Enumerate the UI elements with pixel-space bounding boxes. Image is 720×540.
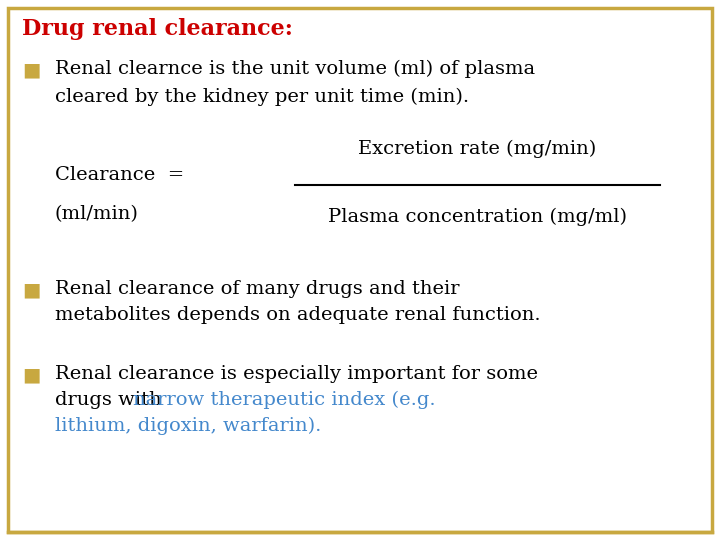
Text: Clearance  =: Clearance = — [55, 166, 184, 184]
Text: ■: ■ — [22, 365, 40, 384]
Text: Renal clearnce is the unit volume (ml) of plasma: Renal clearnce is the unit volume (ml) o… — [55, 60, 535, 78]
Text: Plasma concentration (mg/ml): Plasma concentration (mg/ml) — [328, 208, 627, 226]
Text: Excretion rate (mg/min): Excretion rate (mg/min) — [359, 140, 597, 158]
Text: lithium, digoxin, warfarin).: lithium, digoxin, warfarin). — [55, 417, 321, 435]
Text: metabolites depends on adequate renal function.: metabolites depends on adequate renal fu… — [55, 306, 541, 324]
Text: ■: ■ — [22, 280, 40, 299]
Text: Drug renal clearance:: Drug renal clearance: — [22, 18, 293, 40]
Text: (ml/min): (ml/min) — [55, 205, 139, 223]
Text: drugs with: drugs with — [55, 391, 168, 409]
Text: cleared by the kidney per unit time (min).: cleared by the kidney per unit time (min… — [55, 88, 469, 106]
Text: Renal clearance is especially important for some: Renal clearance is especially important … — [55, 365, 538, 383]
Text: Renal clearance of many drugs and their: Renal clearance of many drugs and their — [55, 280, 459, 298]
Text: narrow therapeutic index (e.g.: narrow therapeutic index (e.g. — [133, 391, 436, 409]
Text: ■: ■ — [22, 60, 40, 79]
